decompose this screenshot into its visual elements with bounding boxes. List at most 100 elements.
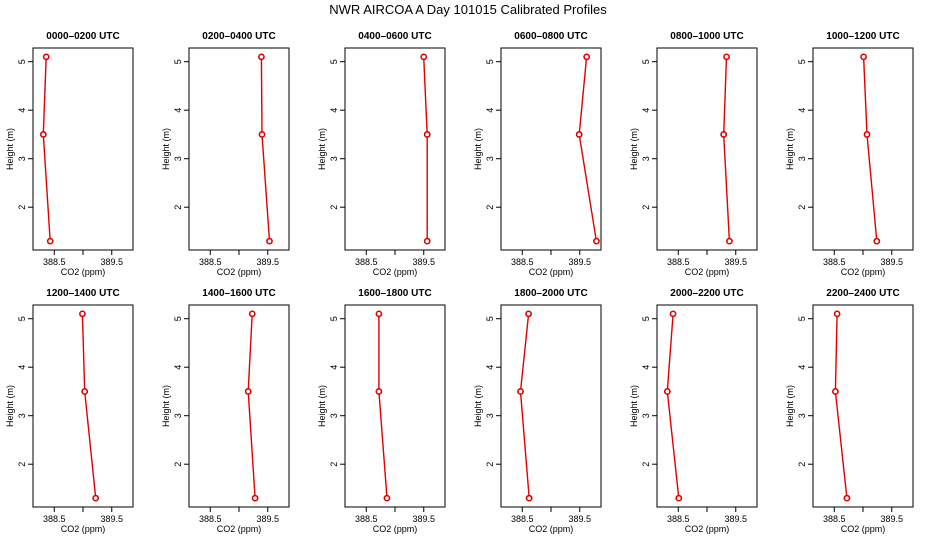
plot-frame bbox=[500, 47, 602, 251]
data-point bbox=[383, 494, 391, 502]
y-axis-label: Height (m) bbox=[473, 128, 483, 170]
x-tick-label: 389.5 bbox=[256, 257, 279, 267]
y-axis-label: Height (m) bbox=[473, 385, 483, 427]
y-tick-label: 5 bbox=[17, 59, 27, 64]
data-point bbox=[266, 237, 273, 245]
profile-line bbox=[42, 56, 51, 242]
panel-title: 0600–0800 UTC bbox=[514, 31, 587, 42]
data-point bbox=[517, 388, 524, 395]
y-tick-label: 3 bbox=[173, 156, 183, 161]
x-tick-label: 389.5 bbox=[880, 257, 903, 267]
x-axis-label: CO2 (ppm) bbox=[217, 524, 262, 534]
y-tick-label: 2 bbox=[797, 205, 807, 210]
profile-line bbox=[862, 56, 878, 242]
y-tick-label: 2 bbox=[641, 462, 651, 467]
x-tick-label: 389.5 bbox=[412, 514, 435, 524]
y-tick-label: 4 bbox=[17, 108, 27, 113]
plot-frame bbox=[500, 304, 602, 508]
y-tick-label: 4 bbox=[797, 365, 807, 370]
x-tick-label: 388.5 bbox=[199, 257, 222, 267]
y-tick-label: 5 bbox=[641, 59, 651, 64]
x-tick-label: 388.5 bbox=[511, 514, 534, 524]
y-tick-label: 5 bbox=[797, 59, 807, 64]
x-axis-label: CO2 (ppm) bbox=[217, 267, 262, 277]
y-axis-label: Height (m) bbox=[5, 128, 15, 170]
y-axis-label: Height (m) bbox=[161, 385, 171, 427]
y-axis-label: Height (m) bbox=[5, 385, 15, 427]
panel-title: 1800–2000 UTC bbox=[514, 288, 587, 299]
x-tick-label: 388.5 bbox=[511, 257, 534, 267]
data-point bbox=[720, 131, 728, 138]
y-axis-label: Height (m) bbox=[629, 385, 639, 427]
plot-frame bbox=[188, 47, 290, 251]
x-tick-label: 388.5 bbox=[43, 514, 66, 524]
panel-title: 0400–0600 UTC bbox=[358, 31, 431, 42]
y-tick-label: 4 bbox=[641, 365, 651, 370]
panel-title: 0200–0400 UTC bbox=[202, 31, 275, 42]
data-point bbox=[46, 237, 54, 245]
data-point bbox=[423, 131, 431, 138]
y-tick-label: 4 bbox=[329, 108, 339, 113]
x-tick-label: 389.5 bbox=[724, 257, 747, 267]
x-tick-label: 388.5 bbox=[355, 514, 378, 524]
data-point bbox=[420, 53, 428, 61]
y-tick-label: 4 bbox=[797, 108, 807, 113]
x-axis-label: CO2 (ppm) bbox=[373, 267, 418, 277]
y-tick-label: 4 bbox=[485, 108, 495, 113]
data-point bbox=[723, 53, 730, 61]
y-tick-label: 5 bbox=[485, 59, 495, 64]
y-tick-label: 2 bbox=[173, 462, 183, 467]
panel-title: 2000–2200 UTC bbox=[670, 288, 743, 299]
y-tick-label: 2 bbox=[173, 205, 183, 210]
x-axis-label: CO2 (ppm) bbox=[529, 267, 574, 277]
y-tick-label: 2 bbox=[329, 205, 339, 210]
data-point bbox=[873, 237, 881, 245]
y-tick-label: 2 bbox=[485, 205, 495, 210]
y-tick-label: 4 bbox=[17, 365, 27, 370]
y-tick-label: 5 bbox=[485, 316, 495, 321]
y-axis-label: Height (m) bbox=[161, 128, 171, 170]
profile-line bbox=[578, 56, 598, 242]
data-point bbox=[860, 53, 867, 61]
x-tick-label: 388.5 bbox=[199, 514, 222, 524]
x-tick-label: 389.5 bbox=[100, 257, 123, 267]
y-tick-label: 5 bbox=[173, 316, 183, 321]
data-point bbox=[248, 310, 256, 318]
x-tick-label: 389.5 bbox=[568, 257, 591, 267]
x-tick-label: 388.5 bbox=[667, 514, 690, 524]
y-tick-label: 5 bbox=[329, 59, 339, 64]
y-tick-label: 2 bbox=[17, 462, 27, 467]
data-point bbox=[726, 237, 733, 245]
x-tick-label: 389.5 bbox=[880, 514, 903, 524]
x-axis-label: CO2 (ppm) bbox=[685, 267, 730, 277]
y-tick-label: 4 bbox=[641, 108, 651, 113]
data-point bbox=[81, 388, 89, 395]
data-point bbox=[843, 494, 851, 502]
y-tick-label: 4 bbox=[173, 365, 183, 370]
x-tick-label: 389.5 bbox=[568, 514, 591, 524]
data-point bbox=[375, 310, 383, 318]
x-tick-label: 389.5 bbox=[412, 257, 435, 267]
data-point bbox=[833, 310, 841, 318]
y-axis-label: Height (m) bbox=[785, 128, 795, 170]
x-tick-label: 388.5 bbox=[823, 514, 846, 524]
y-tick-label: 3 bbox=[17, 156, 27, 161]
plot-frame bbox=[344, 47, 446, 251]
plot-frame bbox=[656, 47, 758, 251]
y-tick-label: 3 bbox=[17, 413, 27, 418]
y-tick-label: 3 bbox=[797, 413, 807, 418]
y-axis-label: Height (m) bbox=[317, 385, 327, 427]
y-tick-label: 2 bbox=[485, 462, 495, 467]
plot-frame bbox=[812, 304, 914, 508]
x-tick-label: 388.5 bbox=[355, 257, 378, 267]
data-point bbox=[258, 131, 266, 138]
panel-title: 1000–1200 UTC bbox=[826, 31, 899, 42]
panel-title: 1600–1800 UTC bbox=[358, 288, 431, 299]
y-tick-label: 3 bbox=[797, 156, 807, 161]
y-axis-label: Height (m) bbox=[629, 128, 639, 170]
y-tick-label: 2 bbox=[329, 462, 339, 467]
